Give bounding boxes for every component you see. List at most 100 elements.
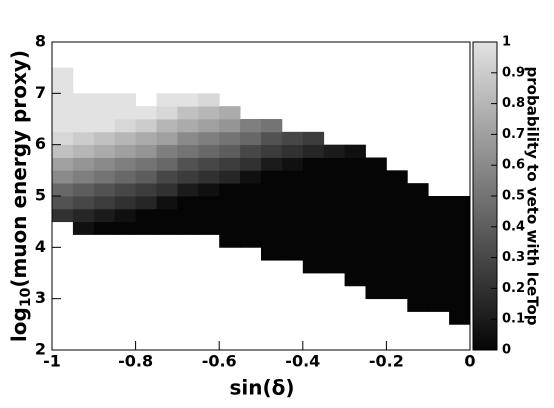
heatmap-cell bbox=[156, 196, 178, 210]
heatmap-cell bbox=[386, 260, 408, 274]
heatmap-cell bbox=[281, 234, 304, 248]
x-tick-label: -0.4 bbox=[285, 352, 320, 371]
heatmap-cell bbox=[219, 234, 241, 248]
heatmap-cell bbox=[261, 144, 283, 158]
heatmap-cell bbox=[93, 170, 116, 184]
heatmap-cell bbox=[219, 157, 241, 171]
heatmap-cell bbox=[281, 144, 304, 158]
heatmap-cell bbox=[240, 144, 262, 158]
heatmap-cell bbox=[198, 157, 220, 171]
colorbar-tick-label: 0.9 bbox=[502, 65, 525, 80]
x-axis-label: sin(δ) bbox=[229, 376, 294, 400]
heatmap-cell bbox=[114, 221, 136, 235]
y-label-main: log bbox=[7, 307, 31, 342]
heatmap-cell bbox=[156, 183, 178, 197]
heatmap-cell bbox=[449, 285, 471, 300]
y-label-rest: (muon energy proxy) bbox=[7, 50, 31, 288]
heatmap-cell bbox=[114, 157, 136, 171]
heatmap-cell bbox=[135, 183, 157, 197]
heatmap-cell bbox=[114, 106, 136, 120]
heatmap-cell bbox=[386, 247, 408, 261]
colorbar-tick-label: 0.8 bbox=[502, 96, 525, 111]
heatmap-cell bbox=[198, 93, 220, 107]
y-axis-label: log10(muon energy proxy) bbox=[7, 50, 35, 342]
heatmap-cell bbox=[323, 234, 345, 248]
heatmap-cell bbox=[240, 183, 262, 197]
heatmap-cell bbox=[281, 170, 304, 184]
y-tick-label: 4 bbox=[35, 237, 46, 256]
heatmap-cell bbox=[114, 93, 136, 107]
heatmap-cell bbox=[198, 183, 220, 197]
x-tick-label: -0.6 bbox=[202, 352, 237, 371]
heatmap-cell bbox=[365, 234, 387, 248]
heatmap-cell bbox=[114, 170, 136, 184]
heatmap-cell bbox=[323, 183, 345, 197]
heatmap-cell bbox=[281, 208, 304, 223]
heatmap-cell bbox=[114, 131, 136, 146]
heatmap-cell bbox=[323, 221, 345, 235]
heatmap-cell bbox=[344, 170, 366, 184]
colorbar-tick-label: 0.1 bbox=[502, 312, 525, 327]
colorbar-tick-label: 0.2 bbox=[502, 281, 525, 296]
colorbar-tick-label: 0.4 bbox=[502, 219, 525, 234]
heatmap-cell bbox=[407, 196, 429, 210]
heatmap-cell bbox=[198, 208, 220, 223]
heatmap-cell bbox=[240, 221, 262, 235]
heatmap-cell bbox=[219, 106, 241, 120]
colorbar-label: probability to veto with IceTop bbox=[524, 67, 542, 326]
heatmap-cell bbox=[177, 144, 199, 158]
heatmap-cell bbox=[344, 234, 366, 248]
heatmap-cell bbox=[93, 131, 116, 146]
heatmap-cell bbox=[407, 221, 429, 235]
heatmap-cell bbox=[261, 247, 283, 261]
heatmap-cell bbox=[72, 106, 95, 120]
heatmap-cell bbox=[365, 208, 387, 223]
heatmap-cell bbox=[365, 260, 387, 274]
heatmap-cell bbox=[344, 183, 366, 197]
heatmap-cell bbox=[386, 170, 408, 184]
heatmap-cell bbox=[219, 208, 241, 223]
colorbar-tick-label: 0.5 bbox=[502, 189, 525, 204]
heatmap-cell bbox=[281, 157, 304, 171]
heatmap-cell bbox=[323, 247, 345, 261]
heatmap-cell bbox=[198, 106, 220, 120]
heatmap-cell bbox=[52, 93, 74, 107]
heatmap-cell bbox=[52, 106, 74, 120]
heatmap-cell bbox=[156, 93, 178, 107]
heatmap-cell bbox=[449, 247, 471, 261]
heatmap-cell bbox=[386, 234, 408, 248]
heatmap-cell bbox=[240, 234, 262, 248]
heatmap-cell bbox=[114, 208, 136, 223]
heatmap-cell bbox=[323, 157, 345, 171]
heatmap-cell bbox=[386, 221, 408, 235]
heatmap-cell bbox=[407, 260, 429, 274]
heatmap-cell bbox=[428, 221, 450, 235]
heatmap-cell bbox=[365, 221, 387, 235]
heatmap-cell bbox=[344, 157, 366, 171]
heatmap-cell bbox=[72, 157, 95, 171]
heatmap-cell bbox=[428, 234, 450, 248]
heatmap-cell bbox=[449, 221, 471, 235]
heatmap-cell bbox=[261, 221, 283, 235]
heatmap-cell bbox=[302, 131, 325, 146]
heatmap-cell bbox=[135, 106, 157, 120]
heatmap-cell bbox=[72, 170, 95, 184]
heatmap-cell bbox=[344, 196, 366, 210]
heatmap-cell bbox=[302, 144, 325, 158]
heatmap-cell bbox=[428, 285, 450, 300]
heatmap-cell bbox=[261, 183, 283, 197]
heatmap-cell bbox=[407, 285, 429, 300]
heatmap-cell bbox=[428, 247, 450, 261]
heatmap-cell bbox=[281, 247, 304, 261]
heatmap-cell bbox=[177, 208, 199, 223]
heatmap-cell bbox=[219, 196, 241, 210]
heatmap-cell bbox=[156, 131, 178, 146]
heatmap-cell bbox=[72, 93, 95, 107]
heatmap-cell bbox=[93, 106, 116, 120]
heatmap-cell bbox=[449, 234, 471, 248]
heatmap-cell bbox=[72, 144, 95, 158]
heatmap-cell bbox=[386, 208, 408, 223]
heatmap-cell bbox=[177, 157, 199, 171]
heatmap-cell bbox=[323, 144, 345, 158]
